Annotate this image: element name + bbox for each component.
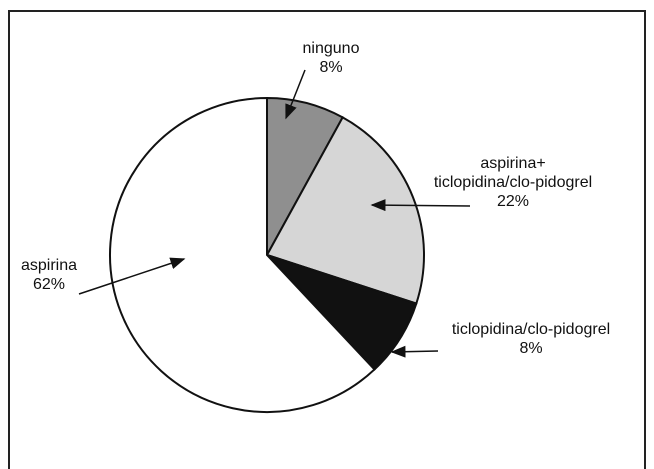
slice-arrow-2 [390, 345, 439, 358]
slice-label-1-line-2: 22% [497, 193, 529, 210]
slice-label-0-line-1: 8% [319, 59, 342, 76]
slice-arrow-1 [370, 199, 471, 212]
slice-label-2-line-0: ticlopidina/clo-pidogrel [452, 321, 610, 338]
pie-slice-3 [109, 96, 376, 413]
slice-label-2-line-1: 8% [519, 340, 542, 357]
slice-arrow-0 [285, 69, 306, 120]
pie-slice-1 [265, 116, 425, 305]
slice-arrow-3 [78, 257, 186, 295]
slice-label-1-line-0: aspirina+ [480, 155, 545, 172]
slice-label-1-line-1: ticlopidina/clo-pidogrel [434, 174, 592, 191]
slice-label-3-line-0: aspirina [21, 257, 77, 274]
slice-label-3-line-1: 62% [33, 276, 65, 293]
slice-label-0-line-0: ninguno [303, 40, 360, 57]
